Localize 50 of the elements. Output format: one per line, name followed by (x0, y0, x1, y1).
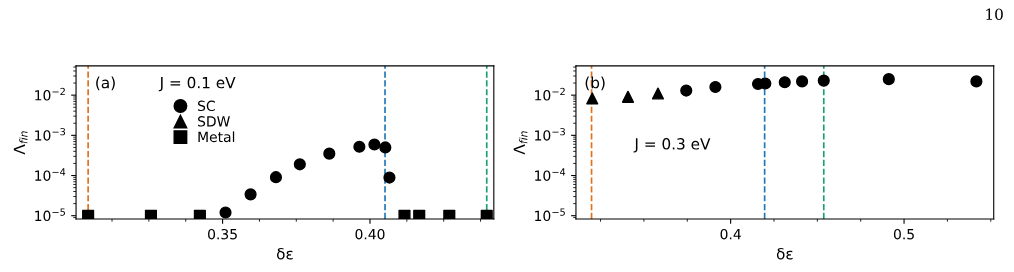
point (368, 138, 381, 151)
text: 10 (986, 8, 1003, 20)
x-tick-label: 0.40 (355, 228, 385, 240)
point (379, 141, 392, 154)
y-tick-label: 10$^{−4}$ (535, 168, 566, 181)
point (778, 76, 791, 89)
y-tick-label: 10$^{−2}$ (35, 87, 65, 101)
x-tick-label: 0.35 (208, 228, 237, 240)
point (651, 87, 665, 100)
annotation: (b) (585, 76, 605, 91)
x-axis-title: δε (776, 247, 793, 260)
legend-label: SC (198, 100, 215, 112)
point (970, 75, 983, 88)
point (882, 73, 895, 86)
point (480, 209, 493, 219)
annotation: (a) (96, 76, 115, 91)
point (82, 209, 95, 219)
point (586, 92, 599, 105)
point (144, 209, 158, 219)
annotation: J = 0.3 eV (633, 138, 711, 153)
point (193, 209, 206, 219)
y-axis-title: Λ$_{fin}$ (13, 131, 28, 155)
x-tick-label: 0.4 (720, 228, 741, 240)
point (709, 80, 722, 94)
point (219, 206, 232, 219)
annotation: J = 0.1 eV (158, 76, 236, 92)
x-axis-title: δε (276, 247, 293, 260)
legend-label: SDW (198, 116, 230, 127)
x-tick-label: 0.5 (893, 228, 914, 240)
y-tick-label: 10$^{−3}$ (35, 127, 66, 141)
point (269, 171, 283, 184)
y-tick-label: 10$^{−4}$ (35, 168, 66, 181)
point (398, 209, 411, 219)
point (244, 188, 257, 201)
point (353, 140, 366, 153)
y-tick-label: 10$^{−2}$ (535, 87, 565, 101)
point (323, 147, 336, 160)
point (621, 90, 635, 103)
point (413, 209, 426, 219)
point (796, 75, 809, 88)
y-tick-label: 10$^{−5}$ (35, 208, 65, 222)
legend-label: Metal (198, 131, 235, 143)
point (443, 209, 456, 219)
point (293, 158, 306, 171)
y-tick-label: 10$^{−3}$ (535, 127, 565, 141)
point (680, 84, 693, 97)
y-tick-label: 10$^{−5}$ (535, 208, 565, 222)
point (817, 74, 830, 87)
point (383, 171, 396, 184)
y-axis-title: Λ$_{fin}$ (513, 131, 528, 155)
